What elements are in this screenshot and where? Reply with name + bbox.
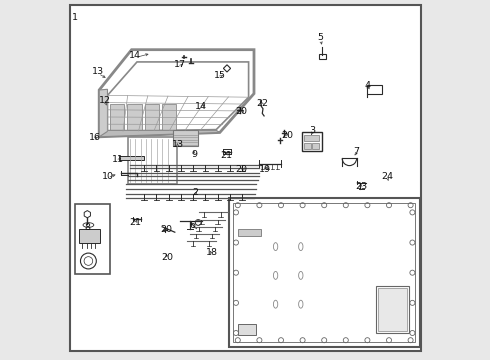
Bar bbox=[378, 288, 407, 331]
Text: 4: 4 bbox=[365, 81, 370, 90]
Bar bbox=[145, 104, 159, 130]
Text: 17: 17 bbox=[174, 60, 186, 69]
Text: 13: 13 bbox=[172, 140, 184, 149]
Bar bbox=[304, 143, 311, 149]
Text: 19: 19 bbox=[259, 165, 271, 174]
Bar bbox=[229, 198, 419, 347]
Text: 7: 7 bbox=[354, 147, 360, 156]
Bar bbox=[238, 229, 261, 236]
Text: 24: 24 bbox=[382, 172, 393, 181]
Text: 20: 20 bbox=[281, 130, 294, 139]
Text: 15: 15 bbox=[214, 71, 226, 80]
Text: 14: 14 bbox=[129, 51, 141, 60]
Text: 21: 21 bbox=[129, 218, 141, 227]
Text: 10: 10 bbox=[101, 172, 114, 181]
Text: 18: 18 bbox=[206, 248, 218, 257]
Bar bbox=[162, 104, 176, 130]
Text: 12: 12 bbox=[99, 96, 111, 105]
Bar bbox=[319, 54, 326, 59]
Text: 6: 6 bbox=[190, 220, 196, 230]
Text: 8: 8 bbox=[84, 223, 90, 232]
Text: 13: 13 bbox=[92, 68, 104, 77]
Text: 2: 2 bbox=[192, 188, 198, 197]
Text: 20: 20 bbox=[235, 107, 247, 116]
Bar bbox=[312, 143, 319, 149]
Text: 20: 20 bbox=[160, 225, 172, 234]
Bar bbox=[173, 130, 198, 146]
Text: 23: 23 bbox=[355, 182, 367, 191]
Text: 22: 22 bbox=[257, 99, 269, 108]
Bar bbox=[79, 229, 99, 243]
Polygon shape bbox=[99, 130, 220, 137]
Bar bbox=[119, 156, 144, 160]
Text: 3: 3 bbox=[310, 126, 316, 135]
Text: 11: 11 bbox=[112, 154, 124, 163]
Bar bbox=[238, 324, 256, 335]
Text: 14: 14 bbox=[195, 102, 207, 111]
Bar bbox=[368, 85, 382, 94]
Text: 20: 20 bbox=[235, 165, 247, 174]
Bar bbox=[233, 203, 416, 342]
Bar bbox=[376, 286, 409, 333]
Text: 9: 9 bbox=[191, 150, 197, 158]
Polygon shape bbox=[99, 89, 107, 137]
Text: 1: 1 bbox=[72, 13, 78, 22]
Bar bbox=[110, 104, 124, 130]
Text: 20: 20 bbox=[162, 253, 173, 262]
Text: 5: 5 bbox=[318, 33, 323, 42]
Bar bbox=[302, 132, 321, 151]
Text: 21: 21 bbox=[220, 151, 232, 160]
Bar bbox=[127, 104, 142, 130]
Bar bbox=[304, 135, 319, 141]
Bar bbox=[75, 204, 110, 274]
Text: 16: 16 bbox=[89, 133, 100, 142]
